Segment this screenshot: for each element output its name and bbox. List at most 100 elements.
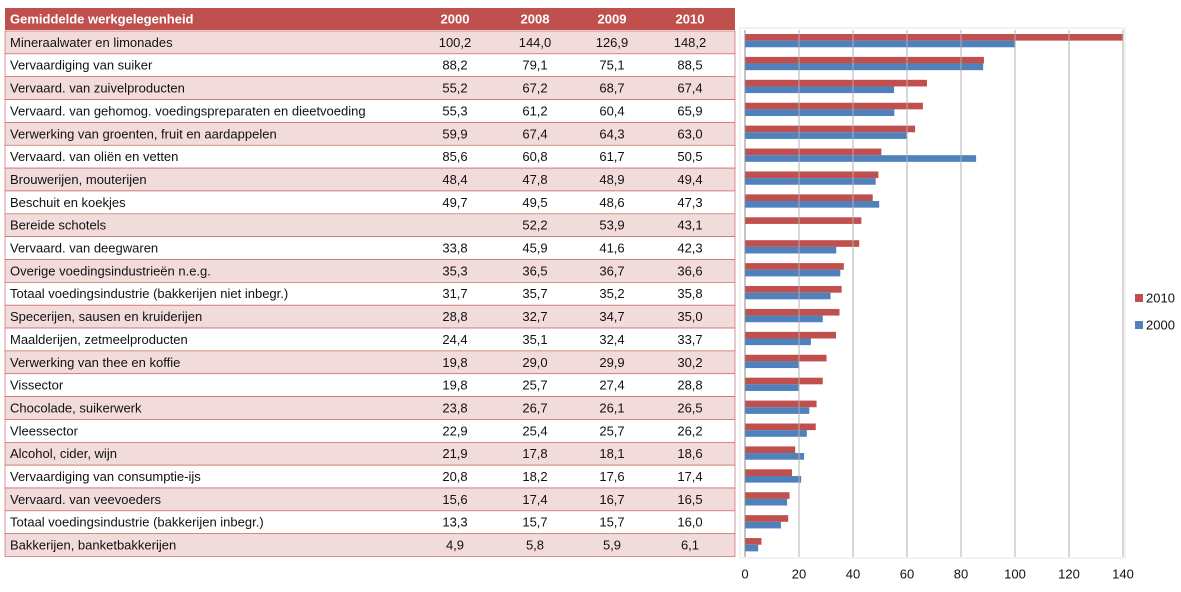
table-cell: 55,2 (442, 81, 467, 96)
table-cell: 36,5 (522, 263, 547, 278)
table-cell: 79,1 (522, 58, 547, 73)
table-cell: Totaal voedingsindustrie (bakkerijen inb… (10, 515, 264, 530)
bar (745, 331, 836, 339)
table-cell: 26,1 (599, 400, 624, 415)
table-header-cell: 2000 (441, 11, 470, 26)
table-cell: 21,9 (442, 446, 467, 461)
bar (745, 171, 879, 179)
bar (745, 109, 895, 117)
table-cell: 35,0 (677, 309, 702, 324)
bar (745, 400, 817, 408)
table-cell: 49,4 (677, 172, 702, 187)
table-row-bg (4, 373, 736, 397)
table-cell: 15,6 (442, 492, 467, 507)
plot-area (745, 33, 1123, 552)
bar (745, 292, 831, 300)
table-row-bg (4, 419, 736, 443)
bar (745, 377, 823, 385)
table-cell: 34,7 (599, 309, 624, 324)
bar (745, 125, 916, 133)
table-cell: Verwerking van thee en koffie (10, 355, 180, 370)
table-cell: 17,8 (522, 446, 547, 461)
table-cell: 42,3 (677, 241, 702, 256)
x-tick-label: 100 (1004, 566, 1026, 581)
table-cell: Vervaard. van oliën en vetten (10, 149, 178, 164)
table-cell: 16,7 (599, 492, 624, 507)
legend-swatch (1135, 321, 1143, 329)
table-cell: 29,9 (599, 355, 624, 370)
bar (745, 79, 927, 87)
table-cell: Vervaardiging van consumptie-ijs (10, 469, 201, 484)
table-cell: 18,1 (599, 446, 624, 461)
table-cell: 33,7 (677, 332, 702, 347)
table-cell: 100,2 (439, 35, 472, 50)
legend-label: 2000 (1146, 317, 1175, 332)
table-cell: 68,7 (599, 81, 624, 96)
table-cell: Totaal voedingsindustrie (bakkerijen nie… (10, 286, 288, 301)
table-cell: 13,3 (442, 515, 467, 530)
table-cell: 17,4 (677, 469, 702, 484)
x-tick-label: 40 (846, 566, 860, 581)
table-cell: 53,9 (599, 218, 624, 233)
table-cell: Vissector (10, 378, 64, 393)
table-cell: 88,2 (442, 58, 467, 73)
bar (745, 217, 862, 224)
table-cell: 27,4 (599, 378, 624, 393)
table-cell: 32,4 (599, 332, 624, 347)
bar (745, 521, 781, 529)
bar (745, 423, 816, 431)
bar (745, 40, 1016, 48)
table-cell: 35,2 (599, 286, 624, 301)
table-cell: 59,9 (442, 126, 467, 141)
bar (745, 475, 802, 483)
bar (745, 56, 984, 64)
table-cell: Vleessector (10, 423, 79, 438)
table-cell: 30,2 (677, 355, 702, 370)
table-cell: 35,1 (522, 332, 547, 347)
bar (745, 63, 984, 71)
bar (745, 498, 788, 506)
bar (745, 102, 923, 110)
table-cell: 88,5 (677, 58, 702, 73)
table-cell: 43,1 (677, 218, 702, 233)
bar (745, 194, 873, 202)
bar (745, 132, 907, 139)
table-cell: 64,3 (599, 126, 624, 141)
table-cell: 60,8 (522, 149, 547, 164)
table-cell: 29,0 (522, 355, 547, 370)
table-cell: 61,7 (599, 149, 624, 164)
table-cell: 126,9 (596, 35, 629, 50)
table-cell: 144,0 (519, 35, 552, 50)
bar (745, 33, 1123, 41)
bar (745, 544, 759, 552)
table-cell: 25,7 (522, 378, 547, 393)
table-cell: 25,7 (599, 423, 624, 438)
table-cell: 4,9 (446, 538, 464, 553)
bar (745, 308, 840, 316)
bar (745, 201, 880, 208)
table-cell: Chocolade, suikerwerk (10, 400, 142, 415)
x-tick-label: 0 (741, 566, 748, 581)
bar (745, 269, 841, 277)
table-cell: Vervaard. van zuivelproducten (10, 81, 185, 96)
x-tick-label: 140 (1112, 566, 1134, 581)
table-cell: 17,6 (599, 469, 624, 484)
x-tick-label: 80 (954, 566, 968, 581)
table-cell: 26,7 (522, 400, 547, 415)
table-cell: 36,6 (677, 263, 702, 278)
table-cell: 67,4 (677, 81, 702, 96)
table-cell: 65,9 (677, 103, 702, 118)
x-tick-label: 60 (900, 566, 914, 581)
bar (745, 361, 799, 369)
table-cell: 15,7 (599, 515, 624, 530)
bar (745, 315, 823, 323)
bar (745, 354, 827, 362)
x-tick-label: 20 (792, 566, 806, 581)
table-cell: Verwerking van groenten, fruit en aardap… (10, 126, 277, 141)
table-cell: Vervaard. van gehomog. voedingspreparate… (10, 103, 366, 118)
table-cell: 24,4 (442, 332, 467, 347)
table-cell: Specerijen, sausen en kruiderijen (10, 309, 202, 324)
table-cell: 48,6 (599, 195, 624, 210)
table-cell: 49,7 (442, 195, 467, 210)
